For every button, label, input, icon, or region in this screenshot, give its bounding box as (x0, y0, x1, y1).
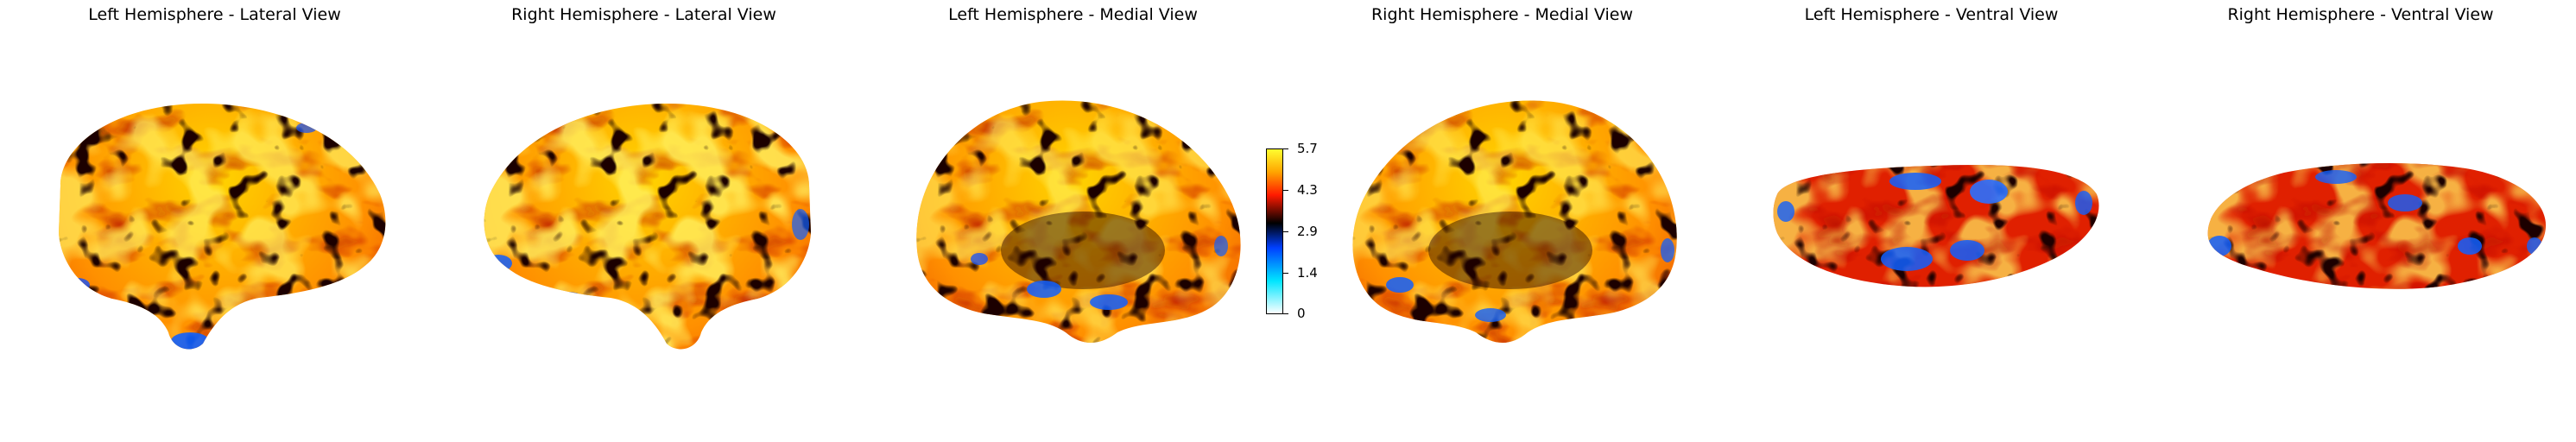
colorbar-tick-label: 0 (1297, 306, 1306, 321)
panel-left-ventral: Left Hemisphere - Ventral View (1717, 0, 2146, 442)
brain-surface-right-lateral (484, 103, 812, 350)
colorbar-ticks (1283, 148, 1288, 314)
panel-title: Left Hemisphere - Lateral View (88, 5, 341, 24)
brain-surface-left-medial (916, 100, 1241, 344)
panel-left-medial: Left Hemisphere - Medial View (858, 0, 1288, 442)
panel-right-medial: Right Hemisphere - Medial View (1288, 0, 1717, 442)
panel-right-ventral: Right Hemisphere - Ventral View (2146, 0, 2575, 442)
panel-left-lateral: Left Hemisphere - Lateral View (0, 0, 429, 442)
brain-surface-left-ventral (1773, 164, 2099, 287)
panel-title: Right Hemisphere - Medial View (1370, 5, 1634, 24)
panel-title: Left Hemisphere - Medial View (948, 5, 1198, 24)
colorbar-tick-label: 2.9 (1297, 224, 1318, 239)
brain-surface-left-lateral (59, 103, 386, 350)
brain-surface-right-ventral (2207, 162, 2547, 289)
panel-title: Right Hemisphere - Ventral View (2227, 5, 2494, 24)
panel-right-lateral: Right Hemisphere - Lateral View (429, 0, 858, 442)
colorbar-tick-label: 1.4 (1297, 265, 1318, 281)
colorbar-tick-label: 4.3 (1297, 182, 1318, 198)
colorbar (1266, 148, 1283, 314)
colorbar-tick-label: 5.7 (1297, 141, 1318, 156)
brain-surface-right-medial (1352, 100, 1677, 344)
panel-title: Right Hemisphere - Lateral View (511, 5, 776, 24)
panel-title: Left Hemisphere - Ventral View (1804, 5, 2059, 24)
